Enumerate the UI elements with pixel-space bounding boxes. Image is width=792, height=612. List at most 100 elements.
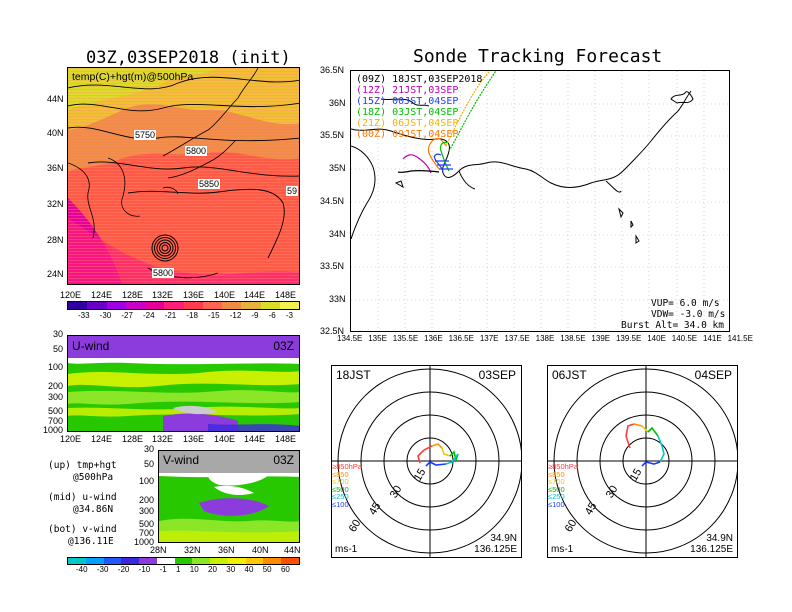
hodo1-units: ms-1 bbox=[335, 544, 358, 555]
wind-cbar-label: 30 bbox=[226, 565, 236, 574]
hodo1-legend: ≥850hPa ≤850 ≤700 ≤500 ≤250 ≤100 bbox=[332, 463, 362, 508]
track-12z bbox=[402, 154, 432, 174]
lat-tick: 24N bbox=[47, 269, 64, 279]
typhoon-rings bbox=[151, 234, 179, 262]
note-bot-b: @136.11E bbox=[68, 536, 114, 547]
temp-cbar-label: -21 bbox=[164, 311, 177, 320]
hodo-legend-item: ≤250 bbox=[548, 492, 565, 501]
hodo-2-trace bbox=[625, 423, 665, 467]
wind-cbar-label: -30 bbox=[96, 565, 109, 574]
hodo-legend-item: ≤500 bbox=[332, 484, 349, 494]
lon-tick: 141.5E bbox=[727, 334, 753, 343]
lon-tick: 136E bbox=[183, 290, 205, 300]
hodograph-1: 18JST 03SEP 15 30 45 60 ≥850hPa ≤850 ≤70… bbox=[331, 365, 522, 558]
wind-cbar-label: 20 bbox=[208, 565, 217, 574]
tracking-map-svg bbox=[351, 71, 729, 331]
temp-cbar-label: -24 bbox=[143, 311, 155, 320]
lon-tick: 120E bbox=[60, 434, 82, 444]
legend-entry-09z: (09Z) 18JST,03SEP2018 bbox=[356, 74, 482, 85]
v-wind-panel: V-wind 03Z bbox=[158, 450, 300, 543]
lon-tick: 140E bbox=[647, 334, 666, 343]
lon-tick: 135.5E bbox=[392, 334, 419, 343]
lon-tick: 144E bbox=[244, 434, 266, 444]
p-tick: 1000 bbox=[134, 537, 155, 547]
hodo-legend-item: ≤850 bbox=[332, 469, 349, 479]
lon-tick: 140E bbox=[214, 290, 236, 300]
p-tick: 300 bbox=[139, 506, 155, 516]
hodo-legend-item: ≥850hPa bbox=[548, 462, 578, 471]
lon-tick: 134.5E bbox=[337, 334, 363, 343]
note-mid-b: @34.86N bbox=[73, 504, 114, 515]
wind-cbar-label: 60 bbox=[280, 565, 290, 574]
lon-tick: 124E bbox=[91, 290, 113, 300]
tracking-map: (09Z) 18JST,03SEP2018 (12Z) 21JST,03SEP … bbox=[350, 70, 730, 332]
p-tick: 30 bbox=[53, 329, 64, 339]
lon-tick: 139E bbox=[591, 334, 611, 343]
lat-tick: 33.5N bbox=[320, 261, 345, 271]
hodo2-date: 04SEP bbox=[694, 368, 732, 382]
lon-tick: 136E bbox=[424, 334, 443, 343]
lon-tick: 132E bbox=[152, 434, 174, 444]
u-wind-time: 03Z bbox=[273, 339, 294, 353]
contour-label-5800: 5800 bbox=[185, 146, 208, 156]
lon-tick: 138E bbox=[535, 334, 555, 343]
legend-time: 18JST,03SEP2018 bbox=[392, 74, 483, 85]
lon-tick: 141E bbox=[703, 334, 722, 343]
track-legend: (09Z) 18JST,03SEP2018 (12Z) 21JST,03SEP … bbox=[356, 74, 482, 140]
p-tick: 50 bbox=[144, 459, 155, 469]
lon-tick: 128E bbox=[122, 290, 144, 300]
p-tick: 200 bbox=[48, 381, 64, 391]
hodograph-2-svg bbox=[548, 366, 737, 557]
hodo-rings bbox=[548, 366, 737, 557]
lat-tick: 32.5N bbox=[320, 326, 345, 336]
hodo2-lon: 136.125E bbox=[690, 544, 733, 555]
coastlines bbox=[68, 68, 259, 239]
lon-tick: 135E bbox=[368, 334, 387, 343]
legend-entry-21z: (21Z) 06JST,04SEP bbox=[356, 118, 482, 129]
lon-tick: 139.5E bbox=[615, 334, 642, 343]
lat-tick: 44N bbox=[284, 545, 301, 555]
param-vup: VUP= 6.0 m/s bbox=[651, 298, 720, 309]
u-wind-svg bbox=[68, 336, 299, 431]
p-tick: 300 bbox=[48, 392, 64, 402]
wind-colorbar bbox=[67, 557, 300, 565]
hodo-legend-item: ≥850hPa bbox=[332, 462, 362, 471]
p-tick: 100 bbox=[48, 362, 64, 372]
temp-cbar-label: -18 bbox=[186, 311, 198, 320]
p-tick: 1000 bbox=[43, 425, 64, 435]
note-mid-a: (mid) u-wind bbox=[48, 492, 117, 503]
contour-label-59: 59 bbox=[286, 186, 299, 196]
p-tick: 100 bbox=[139, 476, 155, 486]
temp-cbar-label: -3 bbox=[285, 311, 293, 320]
legend-time: 21JST,03SEP bbox=[392, 85, 459, 96]
legend-code: (15Z) bbox=[356, 96, 387, 107]
contour-label-5750: 5750 bbox=[134, 130, 157, 140]
lon-tick: 136E bbox=[183, 434, 205, 444]
p-tick: 700 bbox=[48, 416, 64, 426]
lon-tick: 137E bbox=[479, 334, 499, 343]
lat-tick: 28N bbox=[150, 545, 167, 555]
temp-cbar-label: -27 bbox=[121, 311, 133, 320]
hodo2-units: ms-1 bbox=[551, 544, 574, 555]
legend-time: 00JST,04SEP bbox=[392, 96, 459, 107]
p-tick: 500 bbox=[48, 406, 64, 416]
wind-cbar-label: -20 bbox=[117, 565, 130, 574]
hodo1-lon: 136.125E bbox=[474, 544, 517, 555]
hodo2-time: 06JST bbox=[552, 368, 587, 382]
lat-tick: 35.5N bbox=[320, 130, 345, 140]
legend-entry-18z: (18Z) 03JST,04SEP bbox=[356, 107, 482, 118]
lat-tick: 36N bbox=[329, 98, 346, 108]
track-09z bbox=[397, 169, 440, 174]
lat-tick: 36N bbox=[47, 163, 64, 173]
temp-cbar-label: -30 bbox=[99, 311, 112, 320]
hodo-rings bbox=[332, 366, 521, 557]
legend-code: (09Z) bbox=[356, 74, 387, 85]
hodo1-lat: 34.9N bbox=[490, 533, 517, 544]
temp-colorbar bbox=[67, 301, 300, 310]
temp-cbar-label: -15 bbox=[208, 311, 220, 320]
lon-tick: 140E bbox=[214, 434, 236, 444]
legend-time: 06JST,04SEP bbox=[392, 118, 459, 129]
contour-label-5800-south: 5800 bbox=[152, 268, 175, 278]
note-up-a: (up) tmp+hgt bbox=[48, 460, 117, 471]
legend-code: (12Z) bbox=[356, 85, 387, 96]
